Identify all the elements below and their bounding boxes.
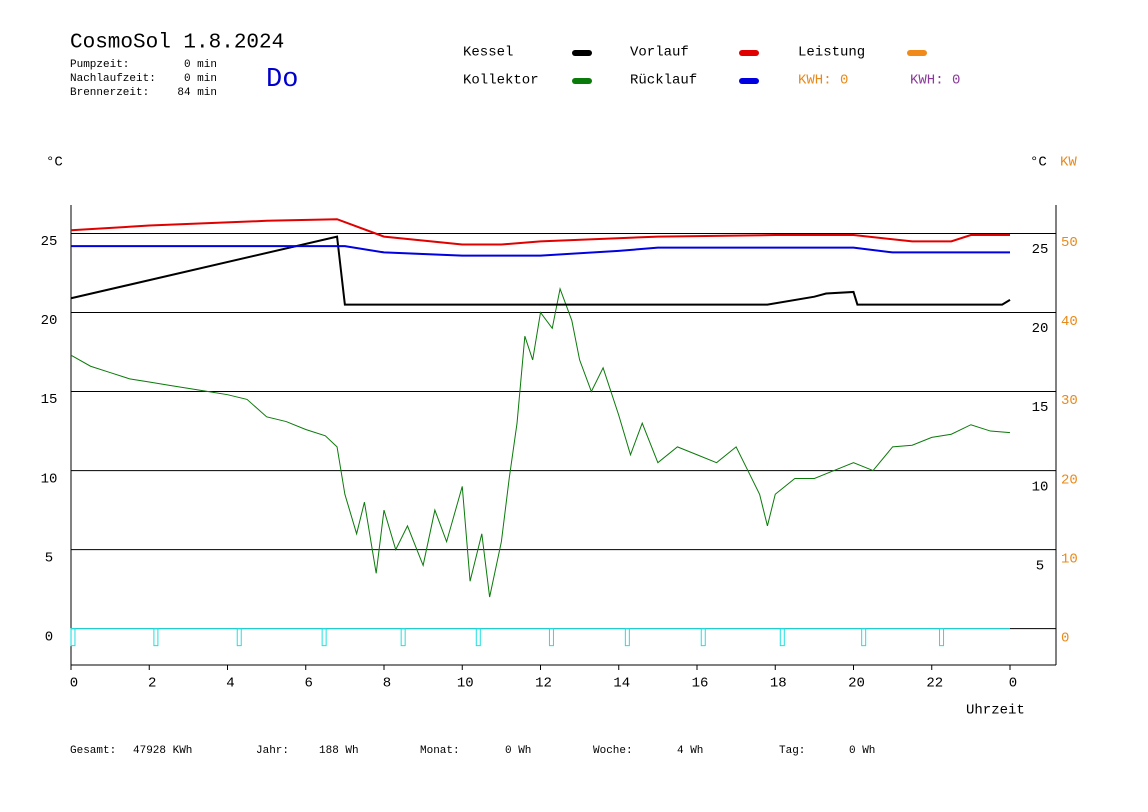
y-tick-label: 10 bbox=[41, 471, 58, 487]
x-tick-label: 22 bbox=[926, 676, 943, 692]
pulse bbox=[548, 628, 554, 647]
pulse bbox=[475, 628, 481, 647]
y-tick-label: 5 bbox=[45, 550, 53, 566]
x-tick-label: 6 bbox=[305, 676, 313, 692]
total-value: 188 Wh bbox=[319, 745, 359, 757]
total-label: Woche: bbox=[593, 745, 633, 757]
y2-axis-label: °C bbox=[1030, 155, 1047, 171]
kwh-label: KWH: 0 bbox=[798, 73, 848, 89]
day-label: Do bbox=[266, 65, 298, 95]
y-right-tick-label: 5 bbox=[1036, 558, 1044, 574]
pulse bbox=[624, 628, 630, 647]
x-axis-label: Uhrzeit bbox=[966, 703, 1025, 719]
pulse bbox=[779, 628, 785, 647]
x-tick-label: 2 bbox=[148, 676, 156, 692]
stat-label: Pumpzeit: bbox=[70, 59, 129, 71]
y-right-tick-label: 10 bbox=[1032, 479, 1049, 495]
x-tick-label: 10 bbox=[457, 676, 474, 692]
series-line bbox=[70, 286, 1011, 598]
y2-tick-label: 40 bbox=[1061, 314, 1078, 330]
total-value: 47928 KWh bbox=[133, 745, 192, 757]
total-value: 0 Wh bbox=[505, 745, 531, 757]
y-tick-label: 25 bbox=[41, 234, 58, 250]
kwh-label: KWH: 0 bbox=[910, 73, 960, 89]
pulse bbox=[700, 628, 706, 647]
legend-label: Vorlauf bbox=[630, 45, 689, 61]
pulse bbox=[400, 628, 406, 647]
y-axis-label: °C bbox=[46, 155, 63, 171]
x-tick-label: 14 bbox=[613, 676, 630, 692]
stat-value: 84 min bbox=[177, 87, 217, 99]
y2-axis-unit: KW bbox=[1060, 155, 1077, 171]
stat-label: Brennerzeit: bbox=[70, 87, 149, 99]
y-right-tick-label: 20 bbox=[1032, 321, 1049, 337]
pulse bbox=[153, 628, 159, 647]
pulse bbox=[236, 628, 242, 647]
total-value: 4 Wh bbox=[677, 745, 703, 757]
y2-tick-label: 10 bbox=[1061, 551, 1078, 567]
stat-label: Nachlaufzeit: bbox=[70, 73, 156, 85]
stat-value: 0 min bbox=[184, 59, 217, 71]
y2-tick-label: 0 bbox=[1061, 630, 1069, 646]
series-line bbox=[71, 245, 1010, 257]
y2-tick-label: 20 bbox=[1061, 472, 1078, 488]
legend-label: Kollektor bbox=[463, 73, 539, 89]
total-label: Tag: bbox=[779, 745, 805, 757]
x-tick-label: 4 bbox=[226, 676, 234, 692]
series-line bbox=[70, 218, 1010, 246]
x-tick-label: 12 bbox=[535, 676, 552, 692]
y-right-tick-label: 25 bbox=[1032, 242, 1049, 258]
y2-tick-label: 50 bbox=[1061, 235, 1078, 251]
total-label: Jahr: bbox=[256, 745, 289, 757]
total-label: Gesamt: bbox=[70, 745, 116, 757]
series-line bbox=[70, 235, 1011, 306]
chart-title: CosmoSol 1.8.2024 bbox=[70, 32, 284, 55]
total-value: 0 Wh bbox=[849, 745, 875, 757]
y-right-tick-label: 15 bbox=[1032, 400, 1049, 416]
y-tick-label: 20 bbox=[41, 313, 58, 329]
legend-label: Leistung bbox=[798, 45, 865, 61]
legend-label: Kessel bbox=[463, 45, 513, 61]
total-label: Monat: bbox=[420, 745, 460, 757]
y-tick-label: 15 bbox=[41, 392, 58, 408]
stat-value: 0 min bbox=[184, 73, 217, 85]
pulse bbox=[861, 628, 867, 647]
y2-tick-label: 30 bbox=[1061, 393, 1078, 409]
pulse bbox=[321, 628, 327, 647]
x-tick-label: 18 bbox=[770, 676, 787, 692]
x-tick-label: 8 bbox=[383, 676, 391, 692]
pulse bbox=[70, 628, 76, 647]
pulse bbox=[939, 628, 945, 647]
x-tick-label: 16 bbox=[692, 676, 709, 692]
x-tick-label: 0 bbox=[1009, 676, 1017, 692]
x-tick-label: 20 bbox=[848, 676, 865, 692]
x-tick-label: 0 bbox=[70, 676, 78, 692]
y-tick-label: 0 bbox=[45, 629, 53, 645]
legend-label: Rücklauf bbox=[630, 73, 697, 89]
